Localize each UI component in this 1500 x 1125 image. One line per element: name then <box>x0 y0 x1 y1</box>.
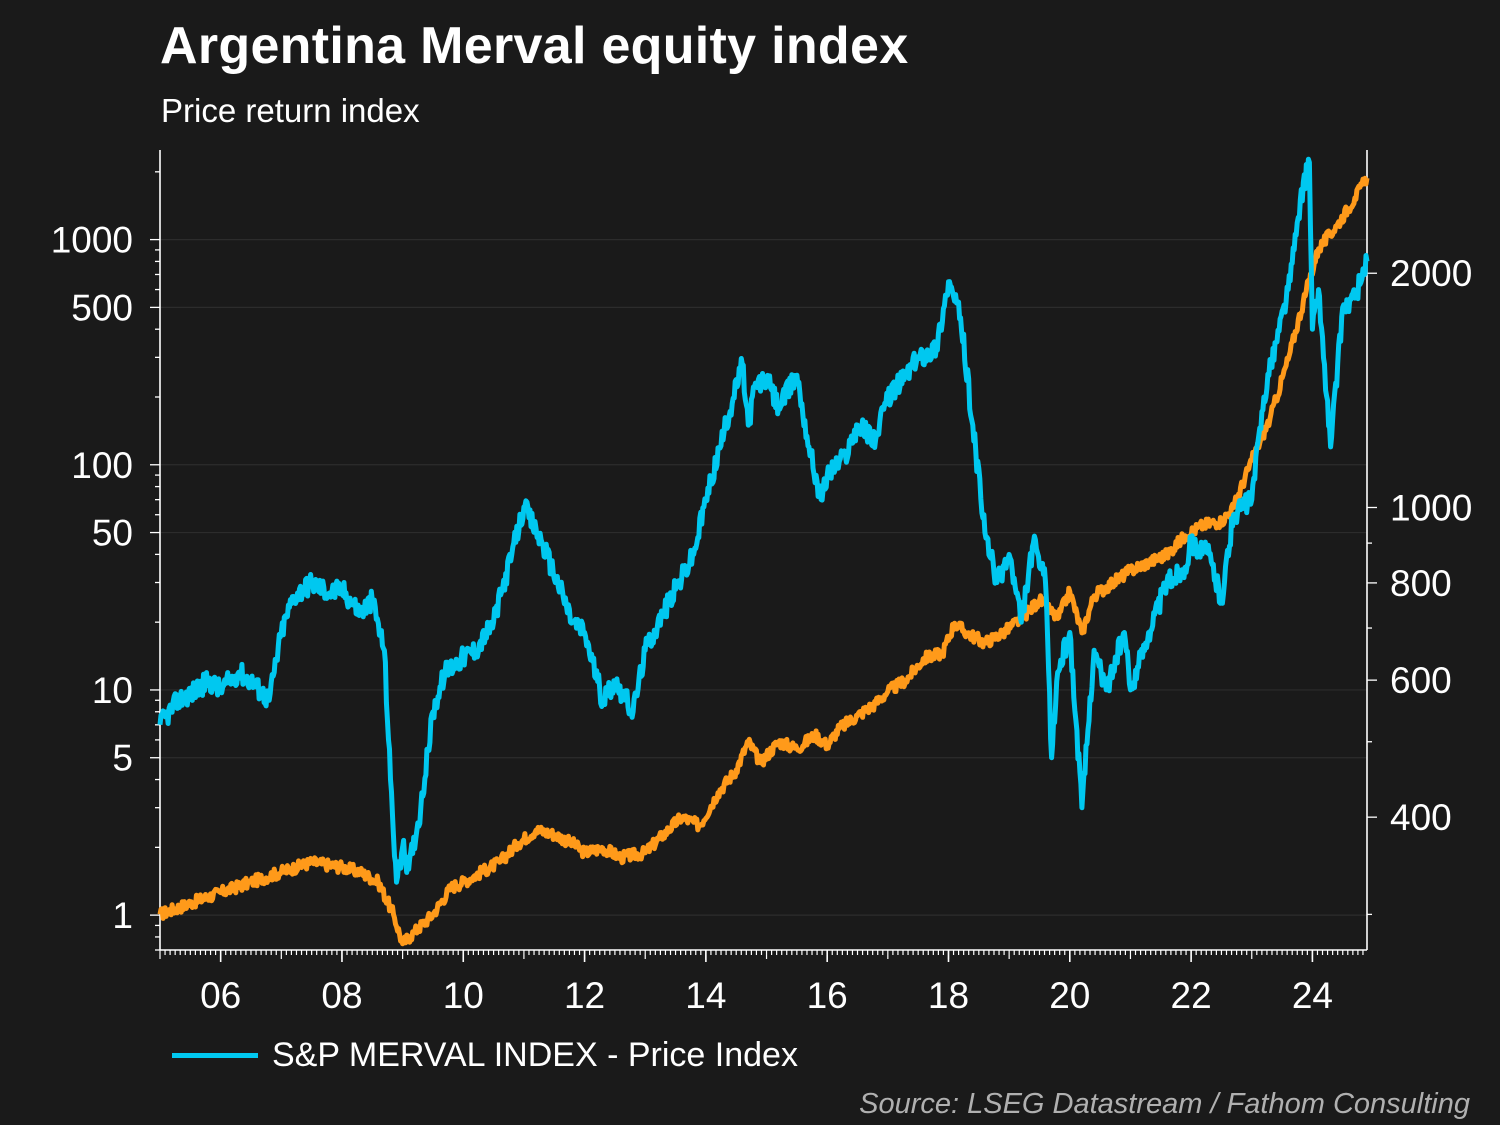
axes <box>150 150 1377 962</box>
y-right-tick-label: 2000 <box>1390 253 1472 294</box>
y-left-tick-label: 10 <box>92 670 133 711</box>
y-right-tick-label: 400 <box>1390 797 1452 838</box>
x-tick-label: 08 <box>321 975 362 1016</box>
y-left-tick-label: 100 <box>71 445 133 486</box>
series-line-merval <box>157 156 1370 885</box>
x-tick-label: 10 <box>443 975 484 1016</box>
x-tick-label: 14 <box>685 975 726 1016</box>
x-tick-label: 12 <box>564 975 605 1016</box>
x-tick-label: 20 <box>1049 975 1090 1016</box>
x-tick-label: 22 <box>1171 975 1212 1016</box>
source-note: Source: LSEG Datastream / Fathom Consult… <box>859 1088 1470 1120</box>
y-left-tick-label: 1 <box>112 895 133 936</box>
y-left-tick-label: 1000 <box>51 220 133 261</box>
gridlines <box>160 239 1367 916</box>
x-tick-label: 06 <box>200 975 241 1016</box>
legend: S&P MERVAL INDEX - Price Index <box>172 1036 798 1075</box>
y-right-tick-label: 1000 <box>1390 487 1472 528</box>
x-tick-label: 16 <box>807 975 848 1016</box>
y-left-tick-label: 5 <box>112 738 133 779</box>
y-right-tick-label: 600 <box>1390 660 1452 701</box>
y-right-tick-label: 800 <box>1390 563 1452 604</box>
chart-subtitle: Price return index <box>161 92 420 129</box>
legend-label-merval: S&P MERVAL INDEX - Price Index <box>272 1036 798 1074</box>
tick-labels: 06 08 10 12 14 16 18 20 22 24 1 5 10 50 100 500 1000 400 6… <box>51 220 1473 1016</box>
legend-swatch-merval <box>172 1053 258 1058</box>
series-lines <box>157 156 1370 947</box>
series-line-orange <box>157 175 1370 947</box>
x-tick-label: 18 <box>928 975 969 1016</box>
y-left-tick-label: 50 <box>92 513 133 554</box>
x-tick-label: 24 <box>1292 975 1333 1016</box>
chart-title: Argentina Merval equity index <box>160 17 909 75</box>
y-left-tick-label: 500 <box>71 287 133 328</box>
